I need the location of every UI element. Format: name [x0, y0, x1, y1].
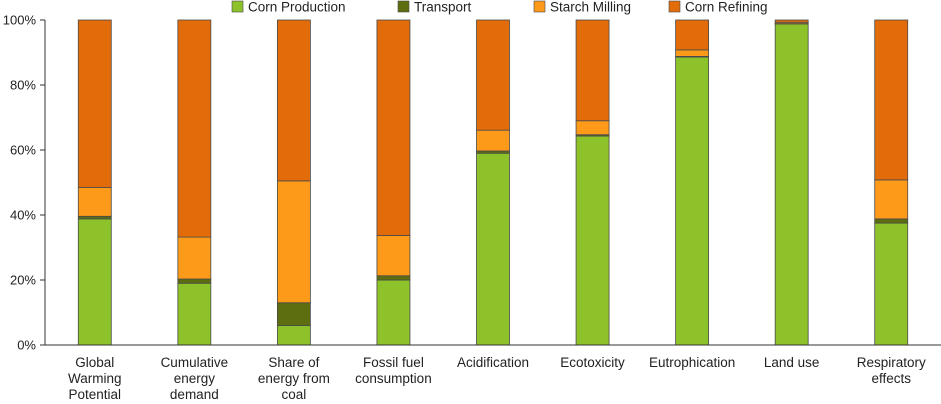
x-category-label-line: Acidification — [457, 355, 529, 370]
x-category-label-line: Cumulative — [161, 355, 229, 370]
x-category-label-line: Ecotoxicity — [560, 355, 625, 370]
bar-segment-corn-production-acidification — [476, 152, 510, 346]
x-category-label-line: coal — [282, 387, 307, 402]
y-axis: 0% 20% 40% 60% 80% 100% — [3, 13, 46, 353]
bar-segment-starch-milling-global-warming-potential — [77, 186, 112, 217]
bar-segment-transport-respiratory-effects — [874, 218, 909, 224]
bars — [77, 19, 909, 346]
legend-label-transport: Transport — [414, 0, 472, 15]
bar-segment-corn-refining-acidification — [476, 19, 510, 131]
bar-segment-corn-production-fossil-fuel-consumption — [376, 279, 411, 346]
bar-segment-starch-milling-ecotoxicity — [575, 120, 610, 136]
bar-segment-corn-refining-global-warming-potential — [77, 19, 112, 188]
x-category-label: Global Warming Potential — [68, 355, 122, 402]
x-category-label-line: Eutrophication — [649, 355, 735, 370]
x-category-label-line: Global — [75, 355, 114, 370]
legend-label-corn-production: Corn Production — [248, 0, 346, 15]
bar-segment-starch-milling-fossil-fuel-consumption — [376, 235, 411, 277]
bar-segment-corn-refining-respiratory-effects — [874, 19, 909, 181]
bar-segment-corn-refining-share-of-energy-from-coal — [276, 19, 311, 182]
legend-swatch-corn-production — [231, 0, 244, 13]
x-category-label-line: consumption — [355, 371, 432, 386]
x-category-label: Respiratory effects — [857, 355, 926, 386]
x-category-label: Cumulative energy demand — [161, 355, 229, 402]
x-category-label-line: demand — [170, 387, 219, 402]
x-category-label-line: Share of — [268, 355, 319, 370]
y-tick-label: 0% — [17, 338, 36, 353]
x-category-label: Land use — [764, 355, 820, 370]
bar-segment-starch-milling-share-of-energy-from-coal — [276, 180, 311, 304]
bar-segment-corn-production-respiratory-effects — [874, 222, 909, 346]
legend-label-corn-refining: Corn Refining — [685, 0, 768, 15]
bar-segment-starch-milling-cumulative-energy-demand — [177, 236, 212, 280]
bar-segment-corn-refining-eutrophication — [675, 19, 710, 51]
x-axis: Global Warming Potential Cumulative energy de… — [45, 344, 941, 402]
x-category-label-line: Respiratory — [857, 355, 926, 370]
legend-swatch-starch-milling — [533, 0, 546, 13]
bar-segment-corn-production-share-of-energy-from-coal — [276, 325, 311, 346]
x-category-label: Eutrophication — [649, 355, 735, 370]
bar-segment-corn-production-eutrophication — [675, 56, 710, 346]
x-category-label-line: Fossil fuel — [363, 355, 424, 370]
y-tick-label: 40% — [10, 208, 36, 223]
x-category-label-line: Warming — [68, 371, 122, 386]
bar-segment-starch-milling-acidification — [476, 129, 510, 152]
y-tick-label: 20% — [10, 273, 36, 288]
bar-segment-corn-production-land-use — [774, 23, 809, 346]
bar-segment-transport-share-of-energy-from-coal — [276, 302, 311, 326]
y-tick-label: 80% — [10, 78, 36, 93]
y-tick-label: 60% — [10, 143, 36, 158]
bar-segment-corn-production-cumulative-energy-demand — [177, 282, 212, 346]
bar-segment-corn-refining-land-use — [774, 19, 809, 23]
x-category-label-line: energy from — [258, 371, 330, 386]
bar-segment-corn-production-global-warming-potential — [77, 218, 112, 346]
bar-segment-transport-cumulative-energy-demand — [177, 278, 212, 284]
x-category-label: Fossil fuel consumption — [355, 355, 432, 386]
legend-swatch-transport — [397, 0, 410, 13]
legend-swatch-corn-refining — [668, 0, 681, 13]
x-category-label-line: effects — [871, 371, 911, 386]
legend-label-starch-milling: Starch Milling — [550, 0, 631, 15]
bar-segment-corn-refining-fossil-fuel-consumption — [376, 19, 411, 236]
bar-segment-starch-milling-eutrophication — [675, 49, 710, 57]
x-category-label-line: Land use — [764, 355, 820, 370]
x-category-label-line: Potential — [69, 387, 122, 402]
bar-segment-corn-production-ecotoxicity — [575, 135, 610, 346]
bar-segment-transport-fossil-fuel-consumption — [376, 275, 411, 281]
bar-segment-starch-milling-respiratory-effects — [874, 179, 909, 220]
legend: Corn Production Transport Starch Milling Co… — [231, 0, 768, 15]
y-tick-label: 100% — [3, 13, 37, 28]
bar-segment-corn-refining-ecotoxicity — [575, 19, 610, 122]
x-category-label: Ecotoxicity — [560, 355, 625, 370]
x-category-label-line: energy — [174, 371, 216, 386]
x-category-label: Acidification — [457, 355, 529, 370]
x-category-label: Share of energy from coal — [258, 355, 330, 402]
bar-segment-corn-refining-cumulative-energy-demand — [177, 19, 212, 238]
